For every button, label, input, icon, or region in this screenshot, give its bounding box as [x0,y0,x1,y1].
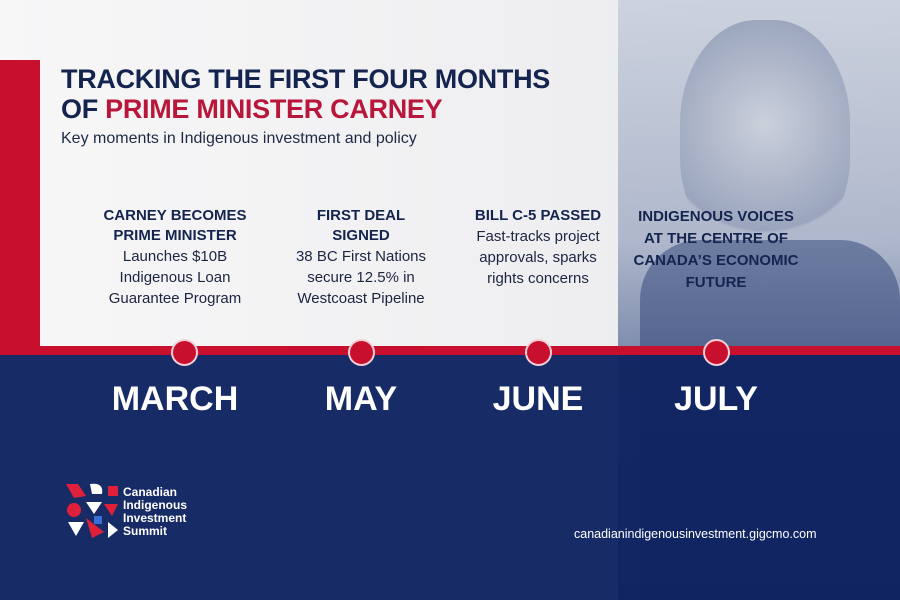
month-may: MAY [324,380,398,418]
website-url: canadianindigenousinvestment.gigcmo.com [574,527,817,541]
logo-line: Summit [123,524,168,538]
event-heading: BILL C-5 PASSED [474,207,602,224]
month-march: MARCH [111,380,239,418]
title-highlight: PRIME MINISTER CARNEY [105,94,443,124]
event-march: CARNEY BECOMES PRIME MINISTER Launches $… [85,206,265,309]
event-june: BILL C-5 PASSED Fast-tracks project appr… [448,206,628,289]
event-july: INDIGENOUS VOICES AT THE CENTRE OF CANAD… [626,206,806,294]
logo-line: Investment [123,511,187,525]
event-body: 38 BC First Nations secure 12.5% in West… [295,248,427,307]
portrait-face [680,20,850,250]
title-line-2: OF PRIME MINISTER CARNEY [61,94,550,124]
month-july: JULY [674,380,758,418]
event-heading: FIRST DEAL SIGNED [316,207,406,244]
page-subtitle: Key moments in Indigenous investment and… [61,130,417,147]
title-prefix: OF [61,94,106,124]
timeline-line [0,346,900,355]
navy-band [0,354,900,600]
title-line-1: TRACKING THE FIRST FOUR MONTHS [61,64,550,94]
timeline-dot-july [703,339,730,366]
summit-logo-icon [66,483,118,538]
month-june: JUNE [492,380,584,418]
summit-logo-text: Canadian Indigenous Investment Summit [123,486,187,538]
red-accent-bar [0,60,40,348]
page-title: TRACKING THE FIRST FOUR MONTHS OF PRIME … [61,64,550,124]
event-body: Launches $10B Indigenous Loan Guarantee … [108,248,242,307]
timeline-dot-june [525,339,552,366]
logo-line: Indigenous [123,498,187,512]
timeline-dot-march [171,339,198,366]
event-body: Fast-tracks project approvals, sparks ri… [476,228,600,287]
timeline-dot-may [348,339,375,366]
event-heading: INDIGENOUS VOICES AT THE CENTRE OF CANAD… [633,208,799,291]
logo-line: Canadian [123,485,178,499]
event-may: FIRST DEAL SIGNED 38 BC First Nations se… [271,206,451,309]
event-heading: CARNEY BECOMES PRIME MINISTER [103,207,247,244]
